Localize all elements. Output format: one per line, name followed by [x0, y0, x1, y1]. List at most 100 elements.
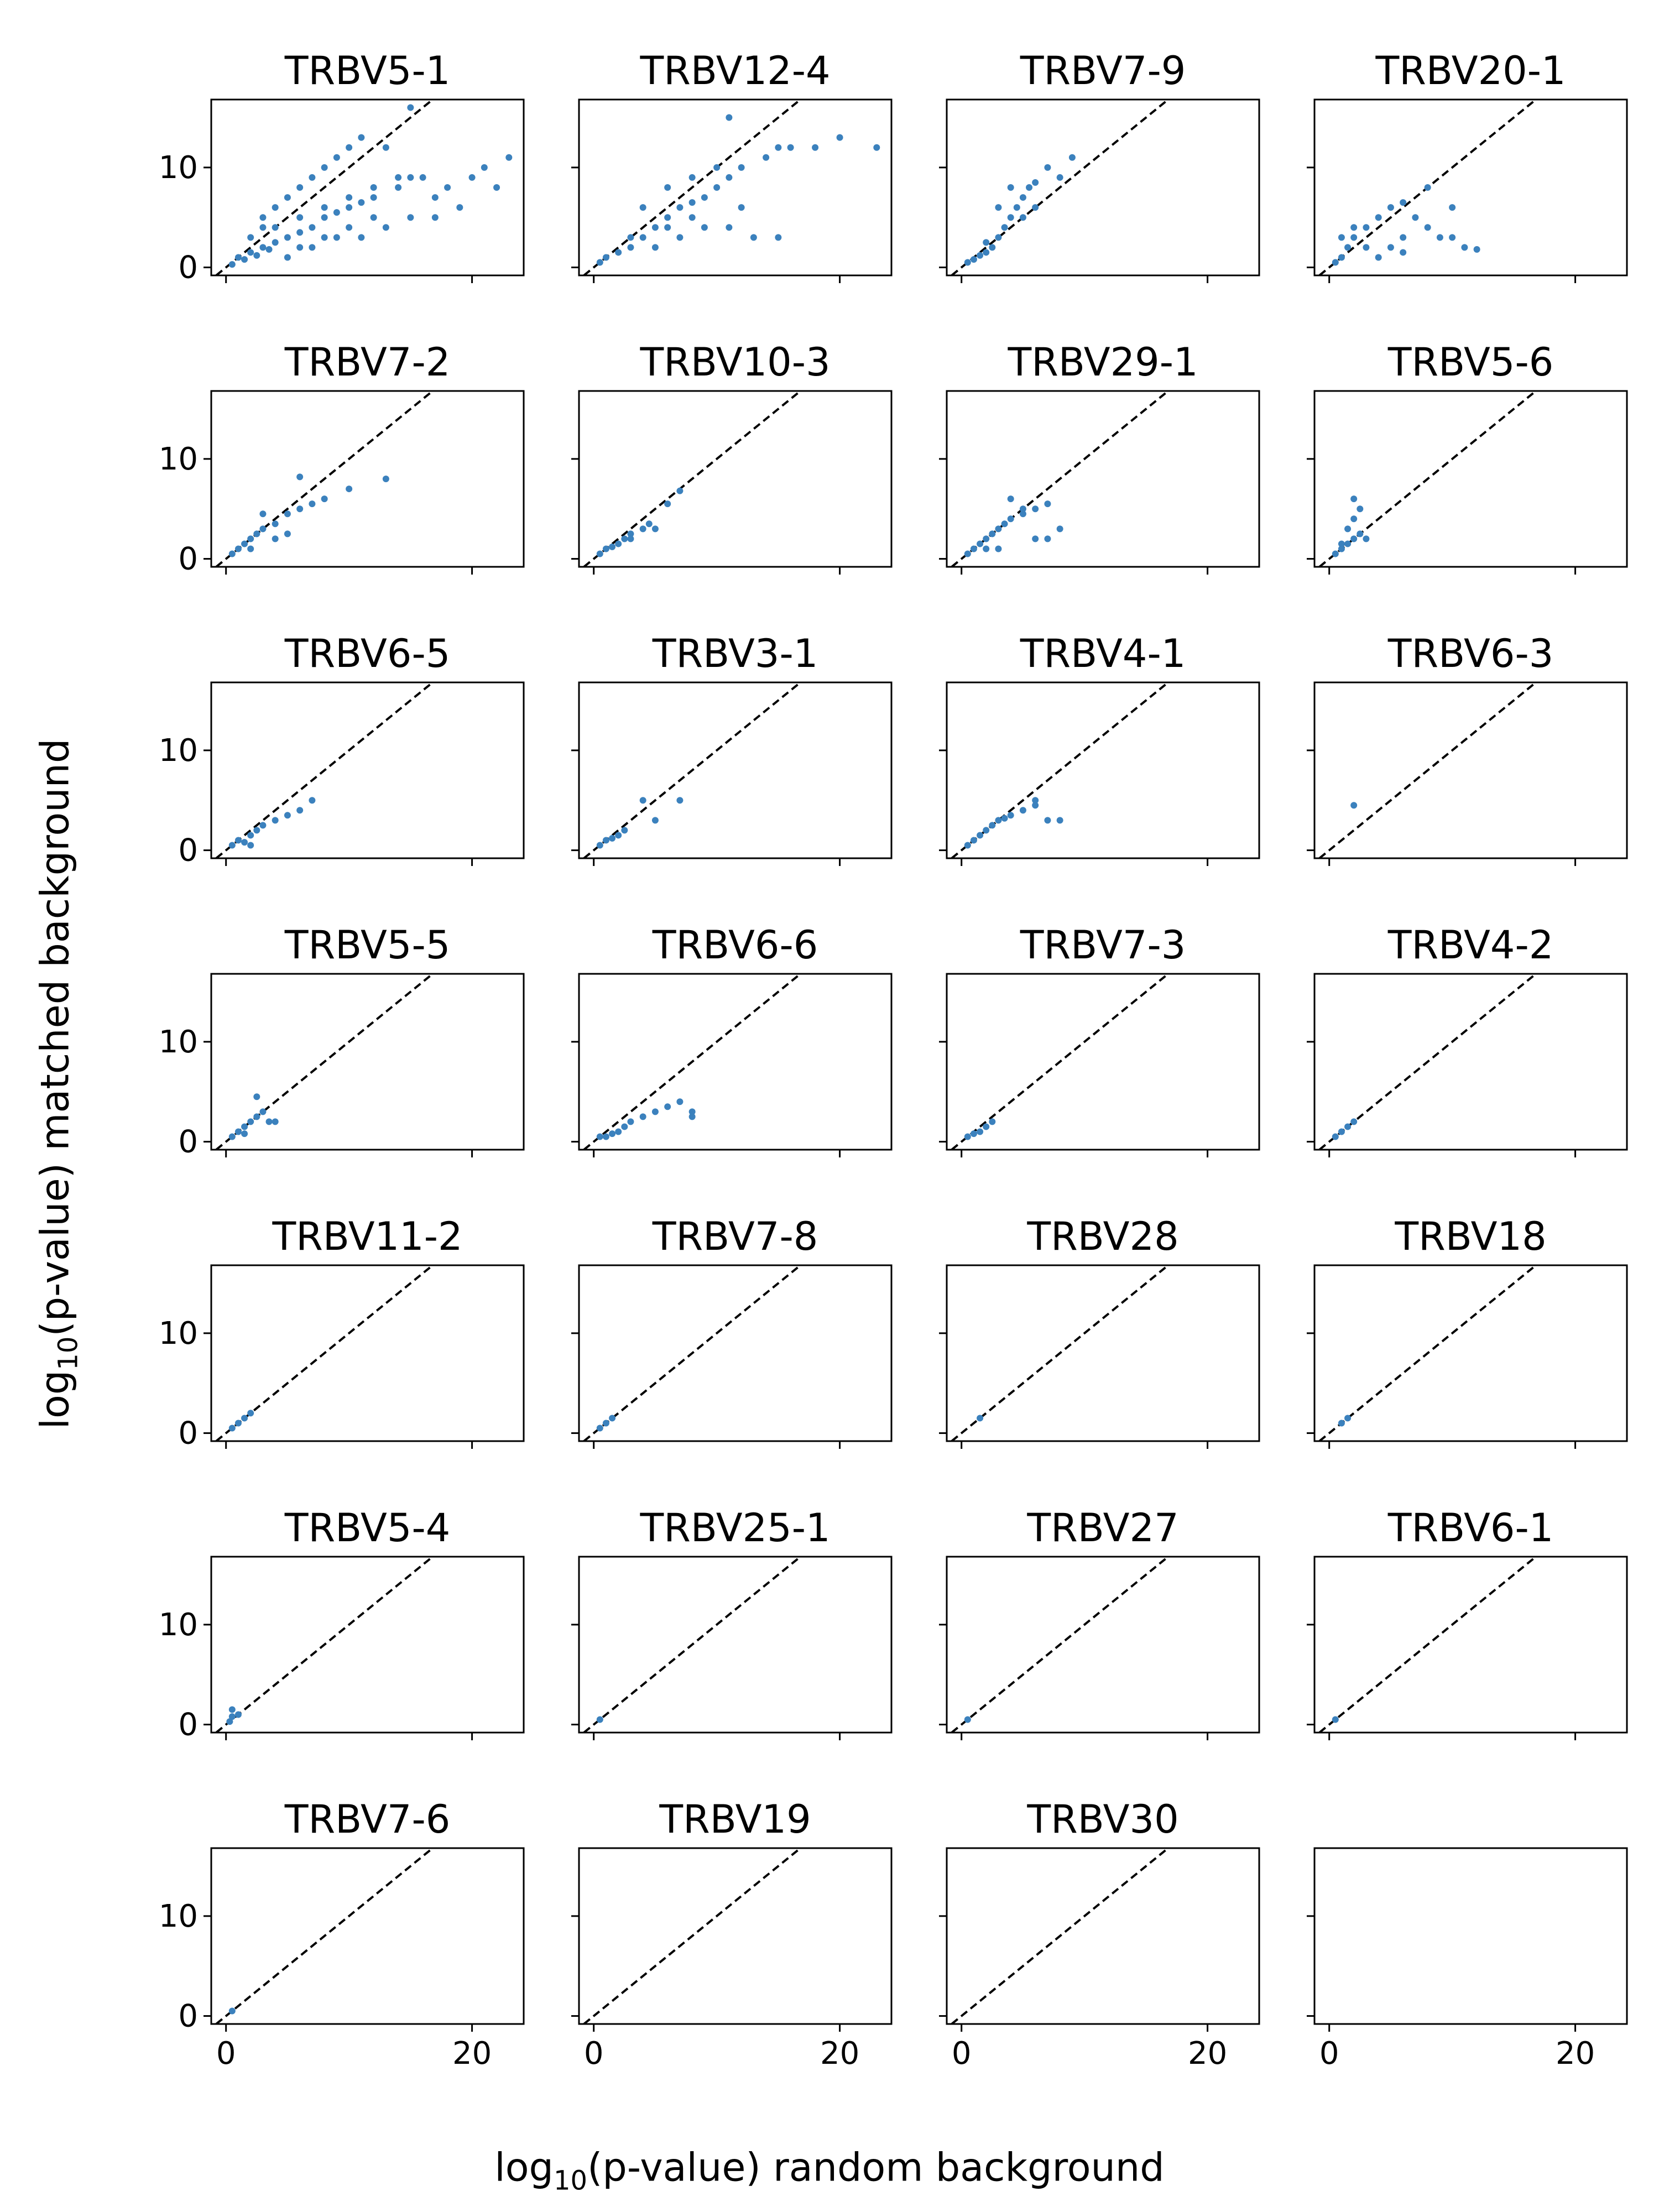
data-point — [688, 199, 696, 206]
data-point — [247, 842, 254, 849]
data-point — [358, 234, 365, 241]
scatter-points — [1350, 802, 1358, 809]
subplot-title: TRBV6-1 — [1387, 1505, 1553, 1551]
diagonal-reference-line — [951, 974, 1169, 1150]
data-point — [639, 797, 646, 804]
data-point — [241, 839, 248, 846]
data-point — [1032, 797, 1039, 804]
x-tick-label: 0 — [584, 2036, 604, 2072]
data-point — [333, 209, 340, 216]
scatter-points — [228, 1093, 279, 1140]
subplot-panel: TRBV18 — [1307, 1214, 1628, 1449]
subplot-title: TRBV3-1 — [652, 631, 818, 676]
data-point — [1350, 802, 1358, 809]
y-tick-label: 0 — [178, 1124, 198, 1160]
subplot-title: TRBV7-8 — [652, 1214, 818, 1259]
data-point — [701, 194, 708, 201]
data-point — [750, 234, 757, 241]
data-point — [1019, 510, 1026, 518]
data-point — [688, 174, 696, 181]
data-point — [234, 1711, 242, 1718]
subplot-panel: 0 20 — [1307, 1847, 1628, 2072]
diagonal-reference-line — [215, 1848, 434, 2024]
y-tick-label: 10 — [159, 1898, 198, 1934]
subplot-title: TRBV18 — [1394, 1214, 1546, 1259]
data-point — [407, 104, 414, 111]
data-point — [983, 249, 990, 256]
data-point — [1019, 194, 1026, 201]
subplot-panel: TRBV7-9 — [939, 48, 1260, 283]
subplot-title: TRBV25-1 — [639, 1505, 830, 1551]
subplot-title: TRBV19 — [659, 1797, 811, 1842]
data-point — [1449, 204, 1456, 211]
data-point — [1344, 244, 1352, 251]
subplot-title: TRBV10-3 — [639, 340, 830, 385]
data-point — [247, 249, 254, 256]
data-point — [1044, 500, 1051, 508]
data-point — [713, 164, 721, 171]
subplot-panel: TRBV3-1 — [571, 631, 893, 866]
data-point — [234, 837, 242, 844]
data-point — [247, 234, 254, 241]
subplot-frame — [578, 1264, 893, 1442]
data-point — [664, 500, 671, 508]
subplot-frame — [1313, 681, 1628, 859]
diagonal-reference-line — [215, 100, 434, 275]
data-point — [596, 259, 603, 266]
data-point — [701, 224, 708, 231]
subplot-title: TRBV12-4 — [639, 48, 830, 93]
data-point — [609, 1415, 616, 1422]
data-point — [1056, 174, 1063, 181]
data-point — [1338, 234, 1345, 241]
subplot-panel: TRBV10-3 — [571, 340, 893, 575]
data-point — [1332, 1716, 1339, 1723]
diagonal-reference-line — [215, 391, 434, 567]
subplot-panel: TRBV5-1 0 10 — [159, 48, 525, 286]
data-point — [247, 832, 254, 839]
subplot-title: TRBV4-2 — [1387, 922, 1553, 968]
data-point — [1344, 1123, 1352, 1130]
data-point — [284, 530, 291, 538]
data-point — [651, 224, 659, 231]
data-point — [265, 1118, 273, 1125]
data-point — [609, 1130, 616, 1138]
data-point — [444, 184, 451, 191]
x-tick-label: 0 — [1319, 2036, 1339, 2072]
y-tick-label: 10 — [159, 1024, 198, 1060]
data-point — [713, 184, 721, 191]
subplot-title: TRBV6-3 — [1387, 631, 1553, 676]
data-point — [346, 486, 353, 493]
scatter-points — [228, 104, 513, 268]
data-point — [1350, 1118, 1358, 1125]
data-point — [1338, 1420, 1345, 1427]
data-point — [259, 224, 267, 231]
subplot-title: TRBV7-3 — [1020, 922, 1186, 968]
data-point — [615, 1128, 622, 1135]
data-point — [272, 1118, 279, 1125]
data-point — [873, 144, 880, 151]
data-point — [296, 229, 304, 236]
data-point — [1007, 214, 1014, 221]
data-point — [1044, 164, 1051, 171]
data-point — [241, 540, 248, 547]
data-point — [1007, 184, 1014, 191]
data-point — [639, 204, 646, 211]
data-point — [977, 1415, 984, 1422]
scatter-points — [977, 1415, 984, 1422]
data-point — [989, 244, 996, 251]
subplot-frame — [1313, 390, 1628, 568]
scatter-points — [228, 473, 389, 557]
data-point — [1338, 254, 1345, 261]
subplot-frame — [210, 1264, 525, 1442]
data-point — [726, 114, 733, 121]
subplot-panel: TRBV12-4 — [571, 48, 893, 283]
data-point — [284, 510, 291, 518]
data-point — [253, 1093, 260, 1100]
subplot-panel: TRBV11-2 0 10 — [159, 1214, 525, 1452]
data-point — [358, 199, 365, 206]
diagonal-reference-line — [583, 974, 801, 1150]
data-point — [358, 134, 365, 141]
subplot-frame — [578, 390, 893, 568]
data-point — [265, 246, 273, 253]
data-point — [983, 1123, 990, 1130]
